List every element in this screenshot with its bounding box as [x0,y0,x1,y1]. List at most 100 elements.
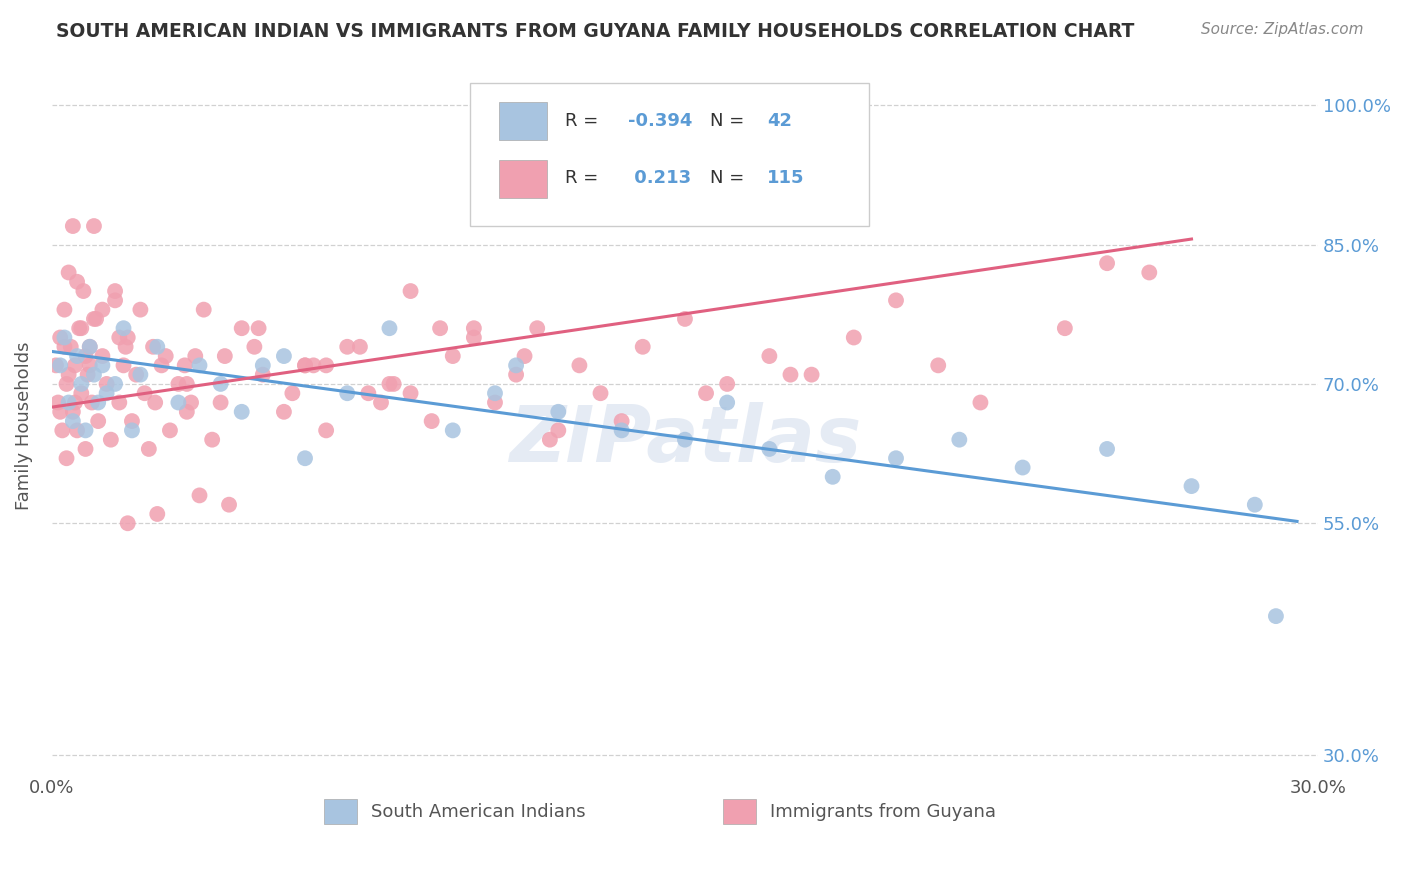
Point [142,340,165,354]
Point [716,376,738,391]
Point [96,386,118,401]
Point [273,349,295,363]
Point [91,359,114,373]
Point [72,284,94,298]
Point [589,386,612,401]
Point [382,376,405,391]
Point [79,340,101,354]
Point [441,349,464,363]
Text: R =: R = [565,112,603,129]
Point [117,330,139,344]
Point [143,395,166,409]
Point [129,368,152,382]
Point [79,340,101,354]
Point [610,414,633,428]
Point [758,349,780,363]
Point [247,321,270,335]
Point [83,368,105,382]
Point [779,368,801,382]
Point [252,359,274,373]
Point [167,395,190,409]
Point [463,321,485,335]
FancyBboxPatch shape [470,83,869,226]
Point [112,359,135,373]
Point [180,395,202,409]
Point [969,395,991,409]
Point [357,386,380,401]
Point [117,516,139,531]
Text: 115: 115 [768,169,804,187]
Text: 0.213: 0.213 [628,169,692,187]
Point [84,312,107,326]
Point [83,312,105,326]
Text: ZIPatlas: ZIPatlas [509,401,860,477]
Point [58,368,80,382]
Point [188,359,211,373]
Point [75,423,97,437]
Point [1011,460,1033,475]
Point [70,321,93,335]
Point [209,376,232,391]
Point [62,219,84,233]
Point [121,414,143,428]
Point [91,302,114,317]
Bar [723,799,756,824]
Point [125,368,148,382]
FancyBboxPatch shape [499,102,547,140]
Point [53,330,76,344]
Point [716,395,738,409]
Point [547,405,569,419]
Text: 42: 42 [768,112,792,129]
Point [1053,321,1076,335]
Text: N =: N = [710,169,751,187]
Point [53,302,76,317]
Point [55,451,77,466]
Point [214,349,236,363]
Point [484,395,506,409]
Point [188,488,211,502]
Point [673,433,696,447]
Point [176,376,198,391]
Point [484,386,506,401]
Point [83,219,105,233]
Text: -0.394: -0.394 [628,112,692,129]
Point [150,359,173,373]
Point [252,368,274,382]
Point [63,359,86,373]
Point [441,423,464,437]
Point [420,414,443,428]
Point [138,442,160,456]
Point [104,284,127,298]
Point [62,405,84,419]
Point [134,386,156,401]
Point [63,395,86,409]
Point [75,349,97,363]
Point [294,451,316,466]
Point [758,442,780,456]
Point [49,330,72,344]
Y-axis label: Family Households: Family Households [15,342,32,510]
Point [547,423,569,437]
Point [108,330,131,344]
Point [884,293,907,308]
Point [167,376,190,391]
Point [121,423,143,437]
Point [505,368,527,382]
Point [70,386,93,401]
Point [1180,479,1202,493]
Point [104,376,127,391]
Point [884,451,907,466]
Point [1264,609,1286,624]
Point [51,423,73,437]
Point [1137,265,1160,279]
Point [513,349,536,363]
Point [80,395,103,409]
Point [399,284,422,298]
Point [631,340,654,354]
Point [429,321,451,335]
Point [231,321,253,335]
Point [1095,442,1118,456]
Point [55,376,77,391]
Point [927,359,949,373]
Point [76,368,98,382]
